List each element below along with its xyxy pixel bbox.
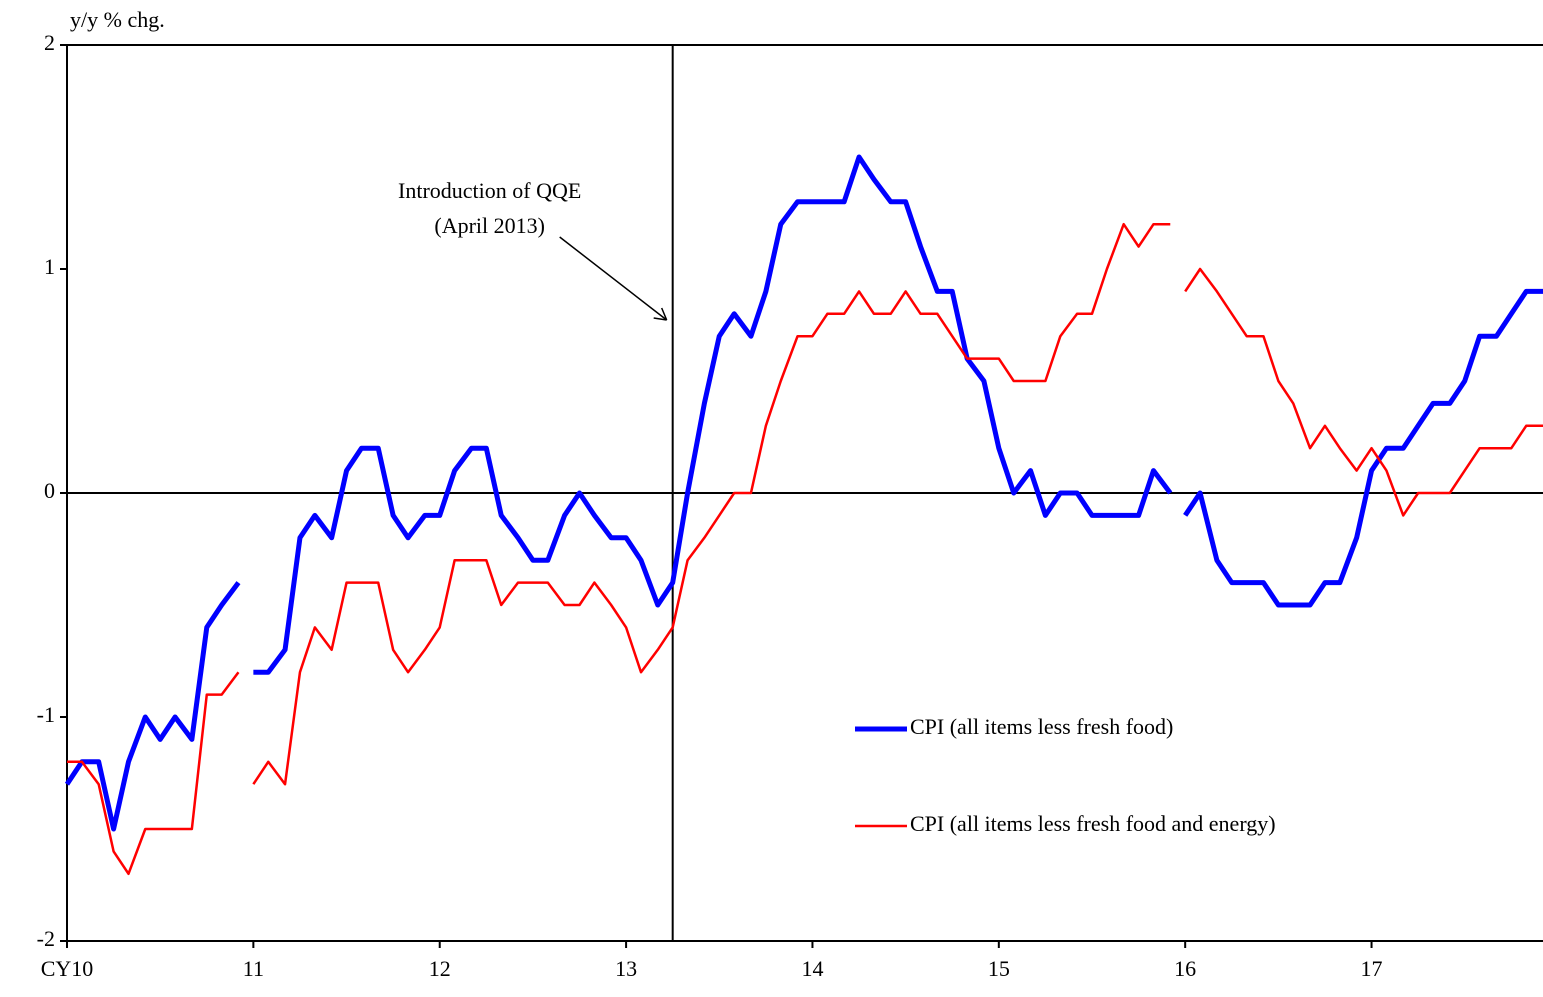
y-tick-label: -1 (37, 702, 55, 727)
x-tick-label: 15 (988, 956, 1010, 981)
y-tick-label: -2 (37, 926, 55, 951)
annotation-arrowhead (653, 307, 668, 321)
annotation-text: (April 2013) (434, 213, 545, 238)
legend-label: CPI (all items less fresh food and energ… (910, 811, 1276, 836)
series-line (252, 222, 1171, 786)
x-tick-label: 12 (429, 956, 451, 981)
annotation-text: Introduction of QQE (398, 178, 581, 203)
y-tick-label: 1 (44, 254, 55, 279)
series-line (1184, 267, 1543, 517)
x-tick-label: 13 (615, 956, 637, 981)
x-tick-label: 16 (1174, 956, 1196, 981)
x-tick-label: 17 (1361, 956, 1383, 981)
series-line (253, 154, 1173, 675)
y-tick-label: 0 (44, 478, 55, 503)
annotation-arrow (559, 236, 668, 321)
y-axis-label: y/y % chg. (70, 7, 165, 32)
x-tick-label: 11 (243, 956, 264, 981)
legend-label: CPI (all items less fresh food) (910, 714, 1173, 739)
series-line (67, 671, 240, 876)
y-tick-label: 2 (44, 30, 55, 55)
series-line (1183, 288, 1543, 608)
x-tick-label: 14 (801, 956, 823, 981)
x-tick-label: CY10 (41, 956, 94, 981)
series-line (64, 581, 241, 832)
